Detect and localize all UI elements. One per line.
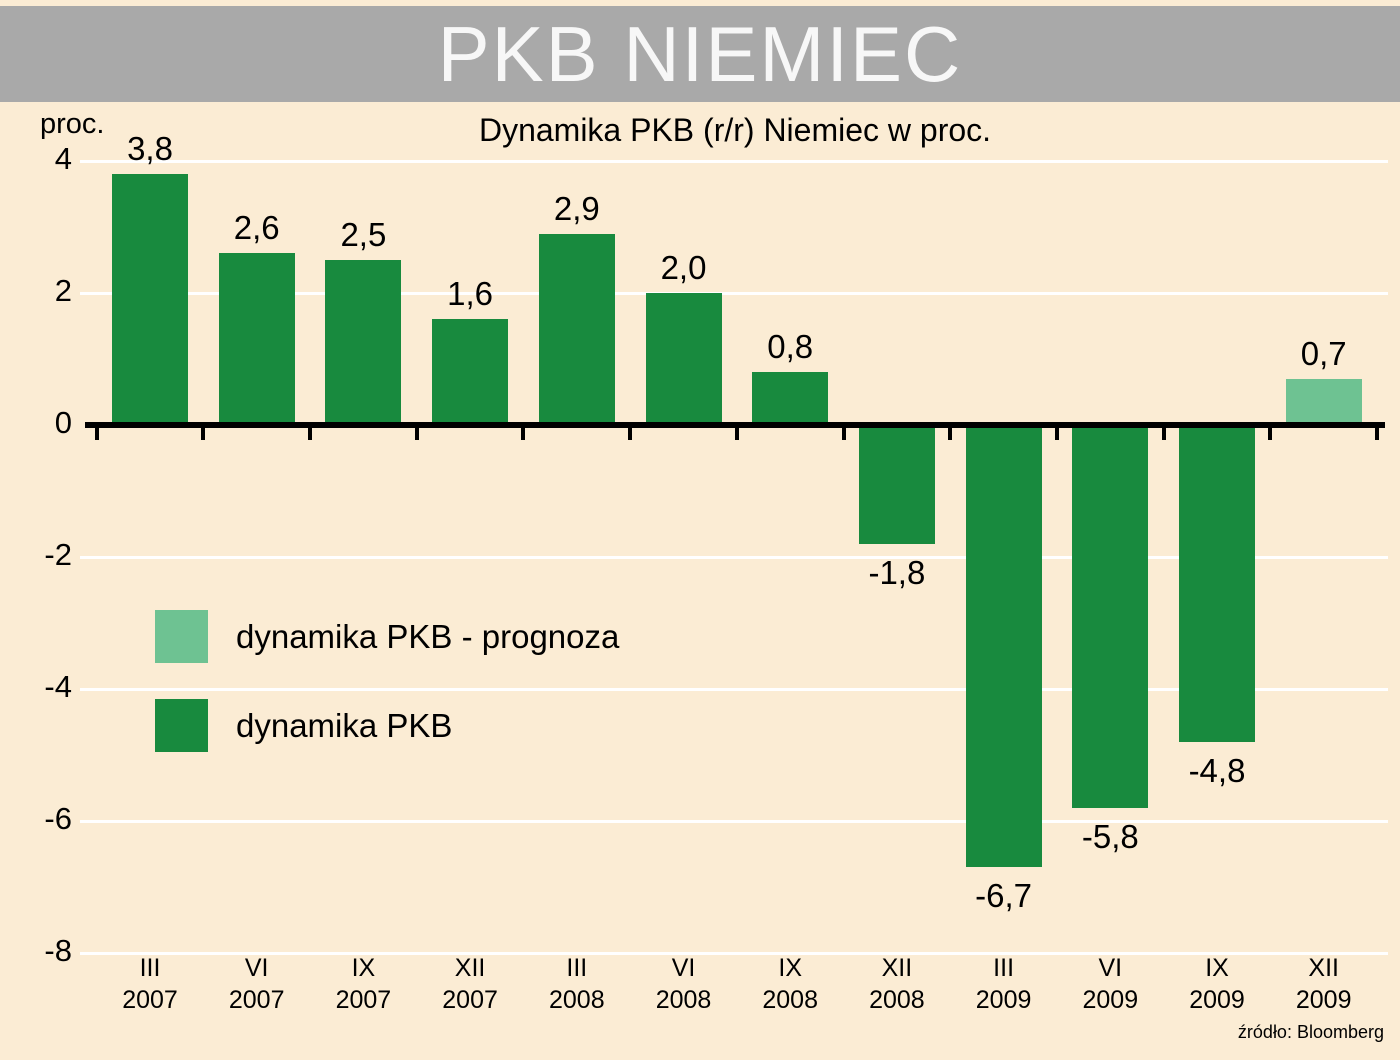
bar-III-2009 [965,425,1042,868]
axis-tick [841,426,846,440]
gridline [80,291,1388,295]
bar-VI-2009 [1072,425,1149,808]
legend-row-pkb: dynamika PKB [155,699,619,752]
axis-tick [1268,426,1273,440]
bar-VI-2007 [218,253,295,425]
axis-tick [1375,426,1380,440]
axis-tick [201,426,206,440]
axis-tick [414,426,419,440]
axis-tick [521,426,526,440]
x-axis-label: III 2009 [975,954,1032,1014]
bar-IX-2009 [1179,425,1255,742]
title-bar: PKB NIEMIEC [0,6,1400,102]
x-axis-label: XII 2009 [1295,954,1352,1014]
bar-value-label: -4,8 [1188,751,1246,789]
x-axis-label: IX 2009 [1189,954,1245,1014]
y-axis-tick-label: -8 [44,933,72,968]
bar-VI-2008 [645,293,722,425]
bar-IX-2008 [752,372,829,425]
x-axis-label: IX 2008 [762,954,818,1014]
bar-value-label: 2,0 [660,249,707,286]
y-axis-unit-label: proc. [40,108,105,140]
axis-tick [628,426,633,440]
x-axis-label: III 2008 [548,954,605,1014]
y-axis-tick-label: -2 [44,537,72,572]
axis-tick [948,426,953,440]
axis-tick [734,426,739,440]
bar-value-label: -6,7 [975,877,1033,915]
x-axis-label: XII 2007 [442,954,498,1014]
y-axis-tick-label: -6 [44,801,72,836]
x-axis-label: VI 2009 [1082,954,1139,1014]
x-axis-label: IX 2007 [335,954,392,1014]
legend-row-forecast: dynamika PKB - prognoza [155,610,619,663]
bar-III-2008 [538,233,615,425]
bar-XII-2008 [858,425,935,544]
bar-value-label: 3,8 [127,130,173,168]
x-axis-label: III 2007 [122,954,178,1014]
bar-value-label: 2,5 [340,216,387,253]
y-axis-tick-label: -4 [44,669,72,704]
bar-IX-2007 [325,260,402,425]
bar-value-label: 0,7 [1300,334,1347,372]
gridline [80,819,1388,823]
x-axis-label: VI 2007 [228,954,285,1014]
bar-XII-2009 [1285,378,1362,425]
bar-value-label: 1,6 [447,275,494,313]
gridline [80,555,1388,559]
axis-tick [1161,426,1166,440]
x-axis-line [85,422,1385,428]
bar-value-label: 2,9 [553,189,600,227]
axis-tick [1054,426,1059,440]
legend: dynamika PKB - prognoza dynamika PKB [155,610,619,752]
legend-label-pkb: dynamika PKB [236,706,453,744]
y-axis-tick-label: 0 [54,405,72,440]
source-credit: źródło: Bloomberg [1237,1022,1384,1042]
y-axis-tick-label: 4 [54,141,72,176]
legend-label-forecast: dynamika PKB - prognoza [236,617,620,655]
legend-swatch-forecast [155,610,208,663]
axis-tick [94,426,99,440]
bar-value-label: 2,6 [233,209,280,247]
gridline [80,159,1388,163]
bar-value-label: 0,8 [767,328,814,366]
axis-tick [308,426,313,440]
bar-XII-2007 [432,319,509,425]
y-axis-tick-label: 2 [54,273,72,308]
x-axis-label: VI 2008 [655,954,712,1014]
chart-title: Dynamika PKB (r/r) Niemiec w proc. [478,112,992,148]
gridline [80,951,1388,955]
gridline [80,687,1388,691]
legend-swatch-pkb [155,699,208,752]
bar-value-label: -1,8 [868,553,926,591]
bar-III-2007 [112,174,188,425]
page-title: PKB NIEMIEC [437,10,963,98]
bar-value-label: -5,8 [1081,817,1139,855]
x-axis-label: XII 2008 [869,954,925,1014]
